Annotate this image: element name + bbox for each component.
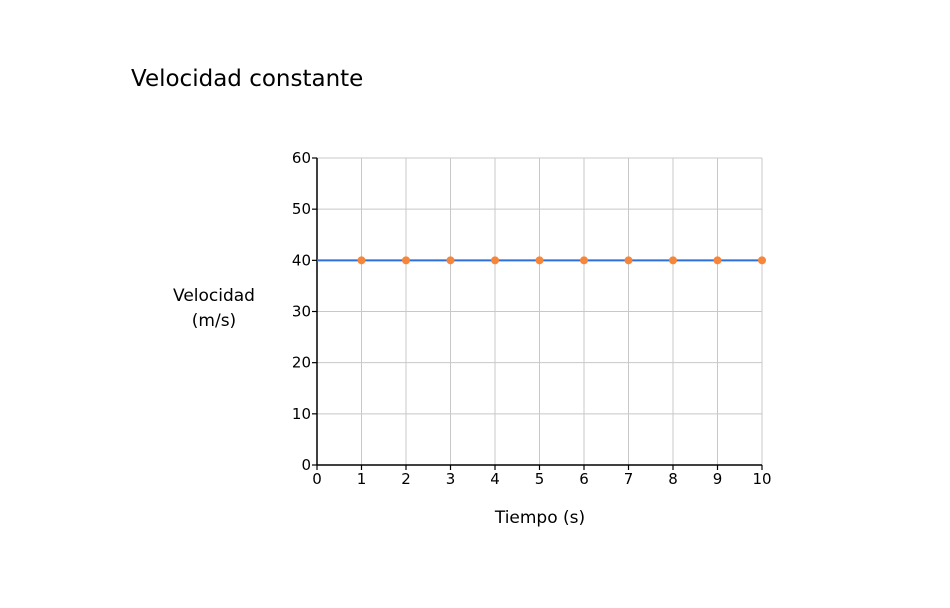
x-tick-label: 3 (446, 470, 456, 488)
data-point (402, 256, 410, 265)
y-tick-label: 30 (292, 303, 311, 321)
x-tick-label: 8 (668, 470, 678, 488)
axes (312, 157, 763, 470)
x-tick-label: 4 (490, 470, 500, 488)
x-tick-label: 1 (357, 470, 367, 488)
data-point (580, 256, 588, 265)
data-point (669, 256, 677, 265)
data-point (624, 256, 633, 265)
x-tick-label: 2 (401, 470, 411, 488)
y-tick-label: 10 (292, 405, 311, 423)
x-tick-label: 0 (312, 470, 322, 488)
grid (317, 157, 763, 465)
y-axis-label-line2: (m/s) (191, 311, 237, 331)
data-point (491, 256, 499, 265)
y-tick-label: 60 (292, 149, 311, 167)
y-tick-label: 0 (301, 456, 311, 474)
data-point (446, 256, 455, 265)
x-tick-label: 10 (752, 470, 771, 488)
data-point (713, 256, 722, 265)
y-axis-label-line1: Velocidad (173, 286, 255, 306)
y-tick-label: 40 (292, 251, 311, 269)
tick-labels: 0 1 2 3 4 5 6 7 8 9 10 0 10 20 30 40 50 60 (292, 149, 772, 488)
x-tick-label: 6 (579, 470, 589, 488)
y-tick-label: 50 (292, 200, 311, 218)
x-tick-label: 5 (535, 470, 545, 488)
x-axis-label: Tiempo (s) (494, 508, 586, 528)
x-tick-label: 7 (624, 470, 634, 488)
series-group (317, 256, 766, 265)
y-axis-label: Velocidad (m/s) (160, 284, 268, 334)
data-point (357, 256, 366, 265)
y-tick-label: 20 (292, 354, 311, 372)
chart-title: Velocidad constante (131, 66, 364, 92)
x-tick-label: 9 (713, 470, 723, 488)
data-point (758, 256, 766, 265)
data-point (535, 256, 544, 265)
